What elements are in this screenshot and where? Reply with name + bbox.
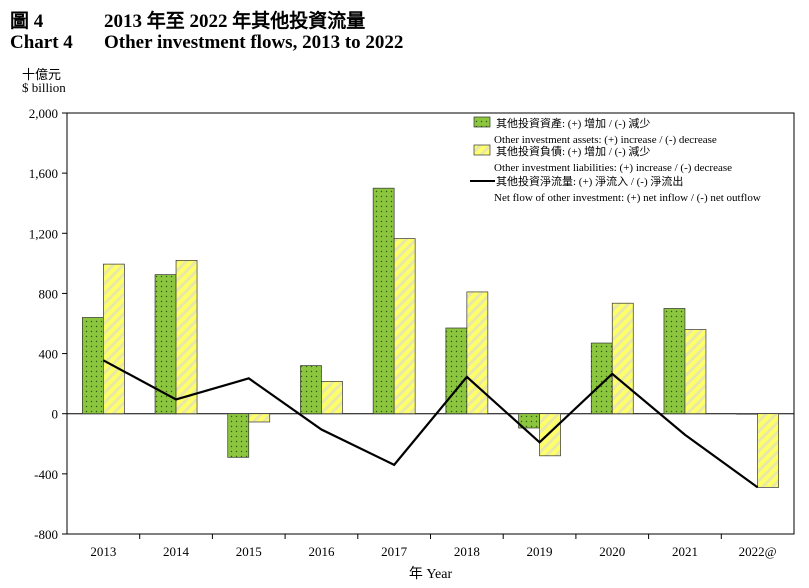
- y-tick-label: 1,600: [29, 166, 58, 181]
- y-tick-label: -800: [34, 527, 58, 542]
- x-tick-label: 2022@: [739, 544, 777, 559]
- axes: 2,000 1,600 1,200 800 400 0 -400 -800 2013 2014 20…: [29, 106, 795, 582]
- y-tick-label: 800: [39, 286, 59, 301]
- bar-assets: [663, 308, 686, 415]
- chart-number-en: Chart 4: [10, 32, 73, 53]
- legend-label-en: Net flow of other investment: (+) net in…: [494, 192, 761, 204]
- unit-label-en: $ billion: [22, 80, 66, 95]
- x-tick-label: 2019: [527, 544, 553, 559]
- x-tick-label: 2015: [236, 544, 262, 559]
- y-tick-label: 1,200: [29, 226, 58, 241]
- bar-liabilities: [248, 413, 271, 423]
- legend-label-zh: 其他投資資產: (+) 增加 / (-) 減少: [496, 116, 650, 130]
- bar-liabilities: [102, 263, 125, 415]
- bar-assets: [590, 342, 613, 415]
- y-tick-label: 400: [39, 347, 59, 362]
- bar-liabilities: [684, 329, 707, 415]
- legend-label-zh: 其他投資負債: (+) 增加 / (-) 減少: [496, 144, 650, 158]
- title-en: Other investment flows, 2013 to 2022: [104, 32, 404, 53]
- bars: [81, 187, 780, 488]
- x-tick-label: 2020: [599, 544, 625, 559]
- legend-swatch-liabilities: [473, 144, 491, 156]
- bar-liabilities: [539, 413, 561, 457]
- bar-liabilities: [757, 413, 780, 488]
- x-tick-label: 2021: [672, 544, 698, 559]
- x-tick-label: 2017: [381, 544, 408, 559]
- bar-assets: [372, 187, 395, 415]
- bar-assets: [227, 413, 250, 458]
- bar-liabilities: [175, 260, 198, 415]
- bar-liabilities: [466, 291, 489, 415]
- y-tick-label: 0: [52, 407, 59, 422]
- title-zh: 2013 年至 2022 年其他投資流量: [104, 11, 366, 32]
- bar-liabilities: [611, 302, 634, 415]
- bar-assets: [445, 327, 468, 415]
- bar-assets: [300, 365, 322, 415]
- legend-swatch-assets: [473, 116, 491, 128]
- x-tick-label: 2016: [308, 544, 335, 559]
- y-tick-label: 2,000: [29, 106, 58, 121]
- legend-label-zh: 其他投資淨流量: (+) 淨流入 / (-) 淨流出: [496, 174, 683, 188]
- x-tick-label: 2014: [163, 544, 190, 559]
- x-axis-label: 年 Year: [409, 566, 453, 582]
- bar-liabilities: [321, 381, 343, 415]
- bar-assets: [81, 317, 104, 415]
- bar-liabilities: [393, 238, 416, 415]
- x-tick-label: 2013: [90, 544, 116, 559]
- net-flow-series-line: [102, 359, 759, 489]
- net-flow-line: [102, 359, 759, 489]
- legend-label-en: Other investment assets: (+) increase / …: [494, 134, 717, 146]
- legend-label-en: Other investment liabilities: (+) increa…: [494, 162, 732, 174]
- legend: 其他投資資產: (+) 增加 / (-) 減少 Other investment …: [470, 116, 761, 204]
- x-tick-label: 2018: [454, 544, 480, 559]
- y-tick-label: -400: [34, 467, 58, 482]
- bar-assets: [736, 413, 759, 415]
- chart-number-zh: 圖 4: [10, 11, 44, 32]
- unit-label-zh: 十億元: [22, 67, 62, 82]
